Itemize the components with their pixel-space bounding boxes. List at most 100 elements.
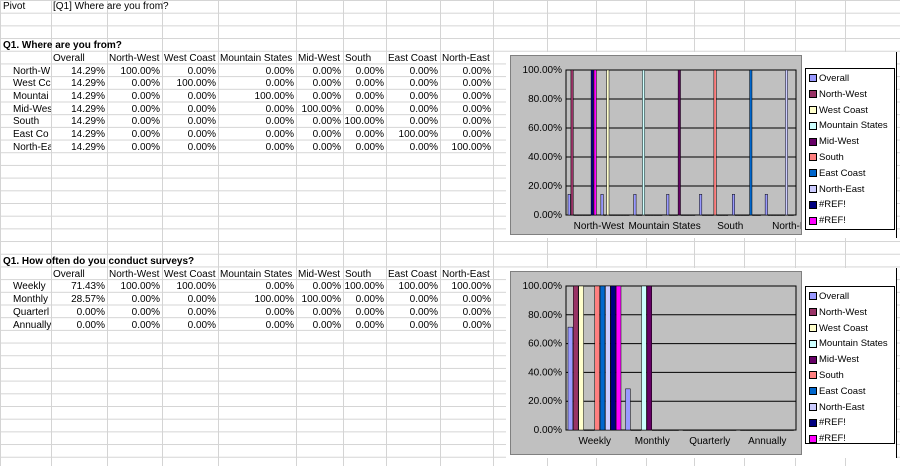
value-cell[interactable]: 100.00% — [451, 141, 491, 153]
value-cell[interactable]: 0.00% — [409, 294, 438, 306]
value-cell[interactable]: 0.00% — [409, 90, 438, 102]
value-cell[interactable]: 0.00% — [265, 103, 294, 115]
value-cell[interactable]: 14.29% — [71, 90, 105, 102]
column-header[interactable]: East Coast — [388, 52, 437, 64]
value-cell[interactable]: 0.00% — [462, 319, 491, 331]
column-header[interactable]: Mid-West — [298, 268, 341, 280]
row-label[interactable]: Monthly — [13, 294, 49, 306]
row-label[interactable]: East Co — [13, 129, 49, 140]
value-cell[interactable]: 0.00% — [187, 90, 216, 102]
value-cell[interactable]: 100.00% — [120, 281, 160, 293]
value-cell[interactable]: 0.00% — [265, 319, 294, 331]
row-label[interactable]: Quarterl — [13, 306, 50, 318]
row-label[interactable]: North-W — [13, 65, 51, 77]
value-cell[interactable]: 0.00% — [265, 65, 294, 77]
value-cell[interactable]: 100.00% — [398, 129, 438, 140]
row-label[interactable]: South — [13, 116, 40, 128]
value-cell[interactable]: 0.00% — [131, 78, 160, 90]
value-cell[interactable]: 28.57% — [71, 294, 105, 306]
value-cell[interactable]: 0.00% — [131, 129, 160, 140]
value-cell[interactable]: 0.00% — [462, 90, 491, 102]
value-cell[interactable]: 0.00% — [355, 294, 384, 306]
value-cell[interactable]: 0.00% — [265, 129, 294, 140]
value-cell[interactable]: 0.00% — [312, 129, 341, 140]
value-cell[interactable]: 0.00% — [187, 129, 216, 140]
value-cell[interactable]: 71.43% — [71, 281, 105, 293]
value-cell[interactable]: 0.00% — [409, 116, 438, 128]
value-cell[interactable]: 0.00% — [187, 306, 216, 318]
value-cell[interactable]: 0.00% — [355, 319, 384, 331]
value-cell[interactable]: 0.00% — [409, 306, 438, 318]
value-cell[interactable]: 100.00% — [301, 294, 341, 306]
value-cell[interactable]: 0.00% — [462, 103, 491, 115]
value-cell[interactable]: 0.00% — [462, 129, 491, 140]
column-header[interactable]: Overall — [53, 268, 85, 280]
value-cell[interactable]: 14.29% — [71, 103, 105, 115]
value-cell[interactable]: 0.00% — [312, 65, 341, 77]
column-header[interactable]: North-West — [109, 268, 160, 280]
value-cell[interactable]: 14.29% — [71, 116, 105, 128]
value-cell[interactable]: 0.00% — [355, 90, 384, 102]
value-cell[interactable]: 0.00% — [131, 116, 160, 128]
row-label[interactable]: Annually — [13, 319, 51, 331]
column-header[interactable]: Mountain States — [220, 268, 293, 280]
value-cell[interactable]: 0.00% — [312, 281, 341, 293]
column-header[interactable]: Mid-West — [298, 52, 341, 64]
value-cell[interactable]: 0.00% — [187, 103, 216, 115]
value-cell[interactable]: 100.00% — [301, 103, 341, 115]
value-cell[interactable]: 0.00% — [409, 65, 438, 77]
value-cell[interactable]: 0.00% — [355, 306, 384, 318]
value-cell[interactable]: 100.00% — [120, 65, 160, 77]
value-cell[interactable]: 0.00% — [131, 306, 160, 318]
value-cell[interactable]: 0.00% — [265, 141, 294, 153]
value-cell[interactable]: 100.00% — [344, 281, 384, 293]
value-cell[interactable]: 0.00% — [409, 78, 438, 90]
value-cell[interactable]: 100.00% — [176, 281, 216, 293]
row-label[interactable]: West Cc — [13, 78, 51, 90]
value-cell[interactable]: 0.00% — [265, 78, 294, 90]
value-cell[interactable]: 0.00% — [187, 319, 216, 331]
value-cell[interactable]: 0.00% — [187, 141, 216, 153]
column-header[interactable]: Mountain States — [220, 52, 293, 64]
pivot-label[interactable]: Pivot — [3, 1, 26, 12]
value-cell[interactable]: 0.00% — [462, 306, 491, 318]
pivot-value[interactable]: [Q1] Where are you from? — [53, 1, 169, 12]
row-label[interactable]: Mid-Wes — [13, 103, 51, 115]
value-cell[interactable]: 0.00% — [312, 78, 341, 90]
row-label[interactable]: Mountai — [13, 90, 49, 102]
value-cell[interactable]: 0.00% — [462, 116, 491, 128]
value-cell[interactable]: 0.00% — [355, 78, 384, 90]
column-header[interactable]: West Coast — [164, 268, 216, 280]
value-cell[interactable]: 0.00% — [312, 116, 341, 128]
row-label[interactable]: North-Ea — [13, 141, 51, 153]
value-cell[interactable]: 100.00% — [451, 281, 491, 293]
value-cell[interactable]: 0.00% — [76, 319, 105, 331]
value-cell[interactable]: 0.00% — [312, 141, 341, 153]
value-cell[interactable]: 0.00% — [355, 103, 384, 115]
value-cell[interactable]: 0.00% — [131, 319, 160, 331]
column-header[interactable]: Overall — [53, 52, 85, 64]
column-header[interactable]: South — [345, 52, 372, 64]
value-cell[interactable]: 0.00% — [187, 116, 216, 128]
row-label[interactable]: Weekly — [13, 281, 46, 293]
value-cell[interactable]: 0.00% — [131, 294, 160, 306]
table-title[interactable]: Q1. Where are you from? — [3, 40, 122, 52]
value-cell[interactable]: 0.00% — [131, 103, 160, 115]
value-cell[interactable]: 0.00% — [462, 78, 491, 90]
column-header[interactable]: North-East — [442, 268, 490, 280]
value-cell[interactable]: 0.00% — [187, 65, 216, 77]
value-cell[interactable]: 0.00% — [462, 65, 491, 77]
value-cell[interactable]: 0.00% — [462, 294, 491, 306]
value-cell[interactable]: 0.00% — [265, 281, 294, 293]
value-cell[interactable]: 0.00% — [187, 294, 216, 306]
value-cell[interactable]: 100.00% — [398, 281, 438, 293]
value-cell[interactable]: 0.00% — [409, 103, 438, 115]
value-cell[interactable]: 0.00% — [312, 90, 341, 102]
value-cell[interactable]: 14.29% — [71, 78, 105, 90]
value-cell[interactable]: 100.00% — [344, 116, 384, 128]
value-cell[interactable]: 100.00% — [254, 294, 294, 306]
value-cell[interactable]: 100.00% — [254, 90, 294, 102]
value-cell[interactable]: 100.00% — [176, 78, 216, 90]
chart-1[interactable]: 0.00% 20.00% 40.00% 60.00% 80.00% 100.00% Nort… — [506, 52, 897, 238]
value-cell[interactable]: 0.00% — [131, 141, 160, 153]
